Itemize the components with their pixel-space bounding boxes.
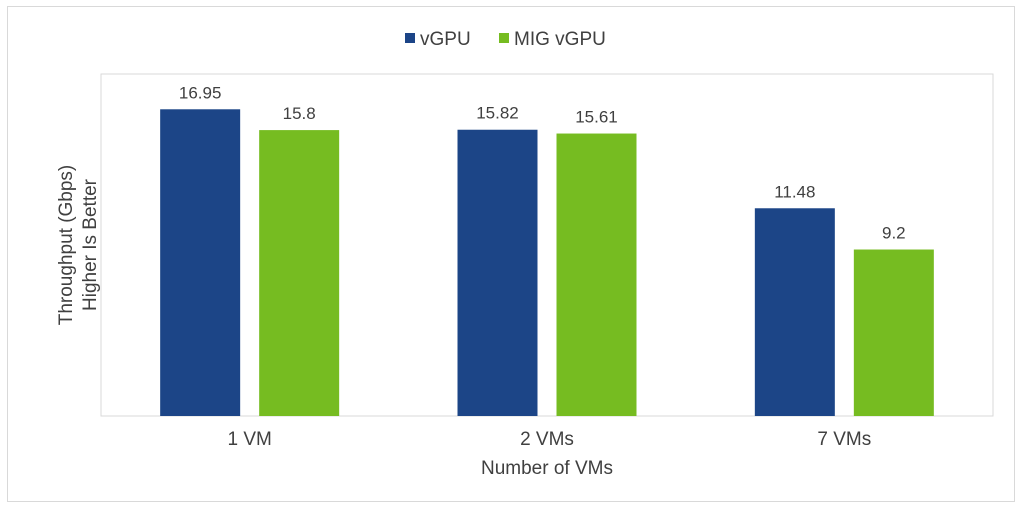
legend-label-mig-vgpu: MIG vGPU (514, 29, 606, 50)
plot-area (100, 73, 994, 417)
bar-mig-vgpu-7-vms (853, 249, 934, 416)
bar-mig-vgpu-1-vm (259, 130, 340, 416)
y-axis-title: Throughput (Gbps) Higher Is Better (56, 165, 101, 326)
x-tick-label-2-vms: 2 VMs (520, 429, 574, 450)
data-label-mig-vgpu-7-vms: 9.2 (882, 224, 906, 243)
data-label-mig-vgpu-1-vm: 15.8 (283, 104, 316, 123)
x-tick-label-1-vm: 1 VM (227, 429, 271, 450)
legend-swatch-mig-vgpu (499, 33, 509, 43)
legend-swatch-vgpu (405, 33, 415, 43)
legend: vGPU MIG vGPU (405, 29, 606, 50)
bar-vgpu-1-vm (160, 109, 241, 417)
legend-label-vgpu: vGPU (420, 29, 471, 50)
data-label-vgpu-1-vm: 16.95 (179, 83, 222, 102)
data-labels: 16.95 15.8 15.82 15.61 11.48 9.2 (179, 83, 906, 242)
data-label-vgpu-2-vms: 15.82 (476, 104, 519, 123)
x-axis-title: Number of VMs (481, 458, 613, 479)
bars (160, 109, 934, 417)
data-label-mig-vgpu-2-vms: 15.61 (575, 108, 618, 127)
bar-vgpu-2-vms (457, 129, 538, 416)
y-axis-title-line-1: Throughput (Gbps) (56, 165, 77, 326)
x-tick-label-7-vms: 7 VMs (817, 429, 871, 450)
bar-mig-vgpu-2-vms (556, 133, 637, 417)
data-label-vgpu-7-vms: 11.48 (774, 182, 815, 201)
bar-vgpu-7-vms (754, 208, 835, 416)
x-tick-labels: 1 VM 2 VMs 7 VMs (227, 429, 871, 450)
y-axis-title-line-2: Higher Is Better (80, 178, 101, 311)
